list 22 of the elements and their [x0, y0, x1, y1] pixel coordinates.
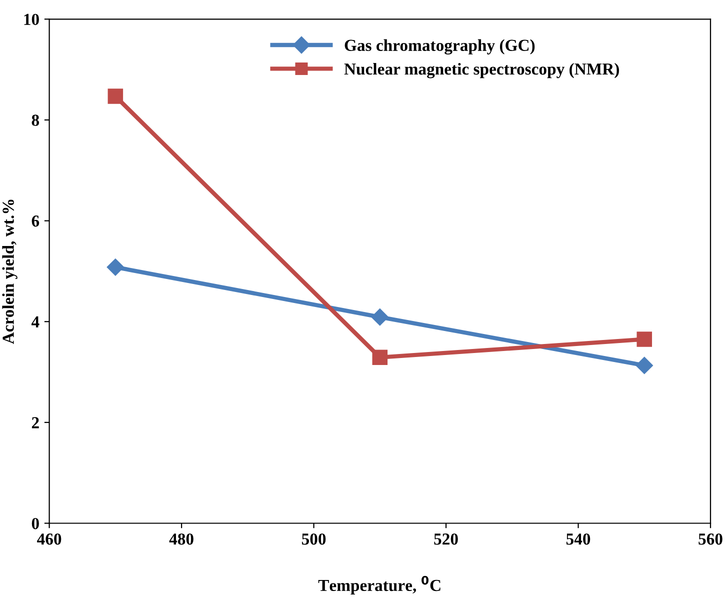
x-tick-label: 520 — [434, 533, 458, 545]
x-tick-label: 560 — [698, 533, 722, 545]
y-tick-label: 4 — [31, 316, 40, 328]
y-tick-label: 10 — [24, 14, 39, 26]
x-tick-label: 540 — [566, 533, 590, 545]
y-tick-label: 8 — [32, 114, 40, 126]
point — [108, 88, 124, 104]
legend-label: Nuclear magnetic spectroscopy (NMR) — [344, 62, 619, 78]
x-tick-label: 480 — [169, 533, 194, 545]
y-tick-label: 0 — [32, 518, 39, 530]
y-tick-label: 2 — [32, 417, 39, 428]
legend-label: Gas chromatography (GC) — [344, 39, 535, 55]
point — [372, 350, 388, 366]
point — [106, 258, 124, 276]
y-axis-title: Acrolein yield, wt.% — [2, 200, 18, 344]
point — [636, 356, 653, 374]
point — [371, 308, 388, 326]
x-tick-label: 460 — [37, 533, 62, 545]
y-tick-label: 6 — [32, 216, 40, 227]
x-axis-title: Temperature, $^{0}$C — [318, 576, 440, 594]
x-tick-label: 500 — [302, 533, 326, 545]
point — [636, 332, 652, 347]
